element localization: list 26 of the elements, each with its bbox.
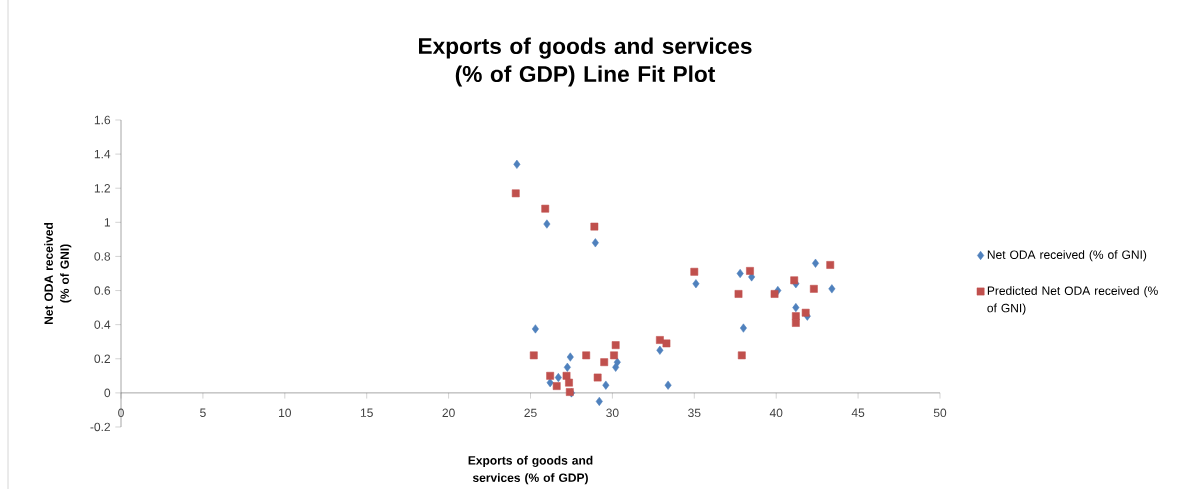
x-tick-label: 45 — [851, 408, 865, 417]
y-axis-title: Net ODA received (% of GNI) — [44, 222, 72, 325]
y-tick-label: 1.2 — [94, 184, 110, 193]
x-tick-label: 35 — [688, 408, 701, 418]
x-tick-label: 0 — [118, 408, 124, 418]
legend-label: Net ODA received (% of GNI) — [987, 250, 1147, 262]
y-tick-label: -0.2 — [90, 422, 110, 432]
x-tick-label: 50 — [933, 408, 947, 418]
y-tick-label: 1.4 — [94, 149, 111, 159]
chart-title: Exports of goods and services (% of GDP) Line Fit Plot — [419, 37, 752, 87]
y-tick-label: 0.6 — [94, 286, 111, 295]
y-tick-label: 0.8 — [94, 252, 111, 261]
x-tick-label: 10 — [279, 408, 292, 418]
y-tick-label: 0.2 — [94, 354, 110, 364]
x-tick-label: 5 — [200, 408, 206, 417]
y-tick-label: 1.6 — [94, 115, 111, 125]
x-tick-label: 40 — [769, 408, 783, 418]
x-axis-title: Exports of goods and services (% of GDP) — [468, 455, 593, 485]
x-tick-label: 20 — [442, 408, 455, 418]
x-tick-label: 30 — [606, 408, 619, 418]
x-tick-label: 25 — [524, 408, 537, 418]
y-tick-label: 0 — [104, 388, 111, 398]
x-tick-label: 15 — [360, 408, 373, 417]
y-tick-label: 1 — [104, 218, 111, 227]
legend-label: Predicted Net ODA received (% of GNI) — [987, 286, 1158, 315]
y-tick-label: 0.4 — [94, 320, 111, 329]
